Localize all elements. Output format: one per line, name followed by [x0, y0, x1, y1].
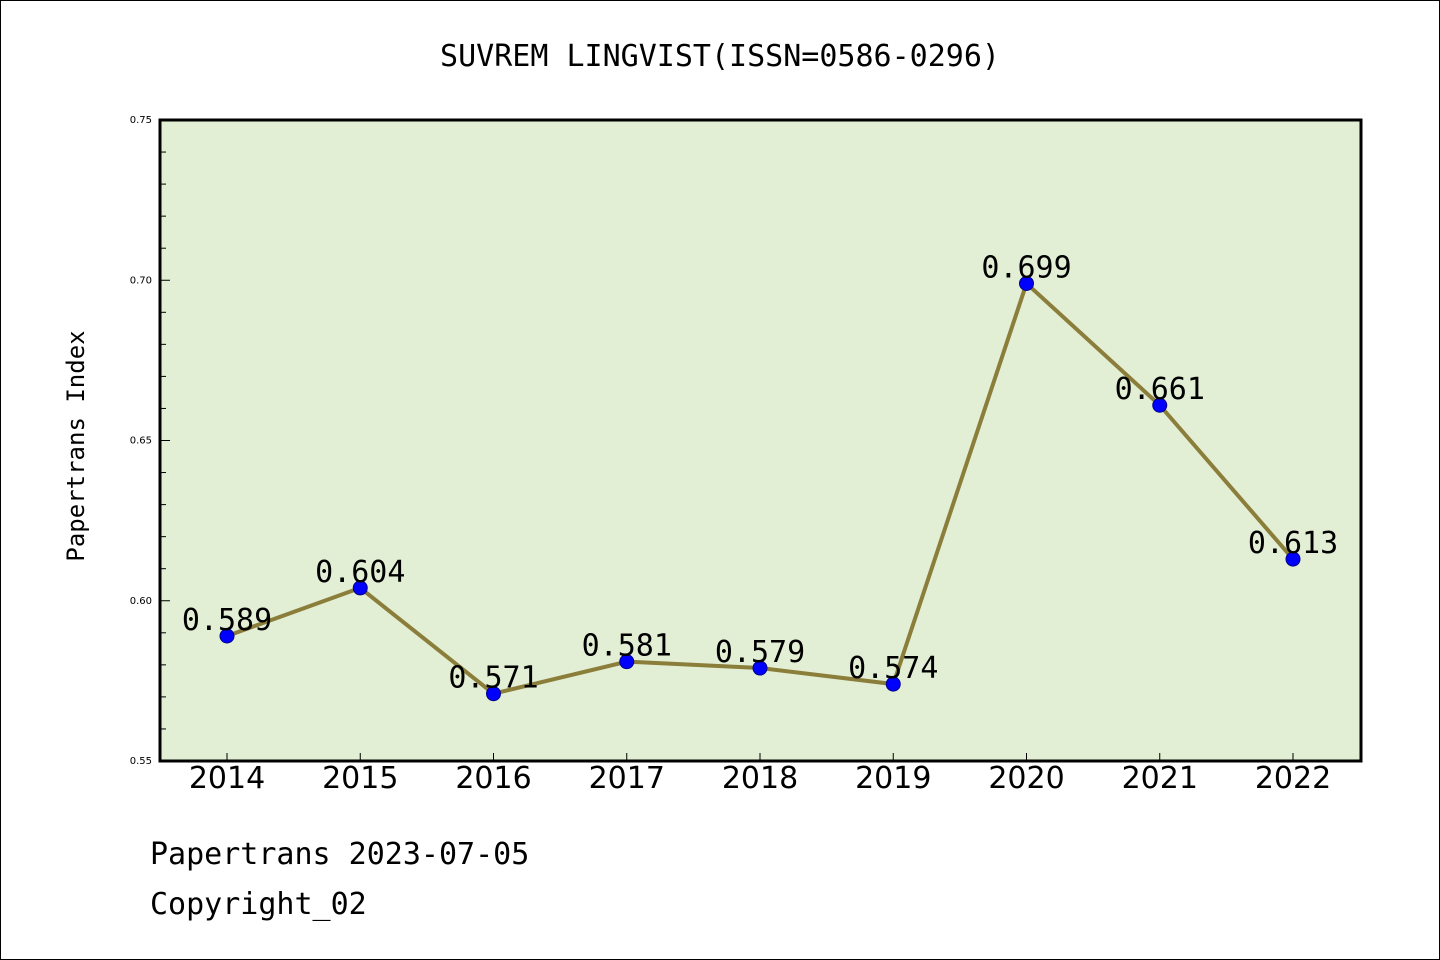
x-tick-label: 2014	[189, 761, 265, 796]
y-axis-ticks: 0.55 0.60 0.65 0.70 0.75	[130, 115, 170, 767]
y-tick-label: 0.60	[130, 596, 152, 607]
data-label-2019: 0.574	[848, 651, 938, 686]
data-label-2016: 0.571	[448, 661, 538, 696]
x-tick-label: 2016	[455, 761, 531, 796]
data-label-2018: 0.579	[715, 635, 805, 670]
series-markers	[219, 275, 1301, 702]
y-axis-label: Papertrans Index	[62, 330, 90, 561]
chart-title: SUVREM LINGVIST(ISSN=0586-0296)	[440, 39, 1000, 74]
data-point-2019	[885, 676, 901, 692]
data-point-2018	[752, 660, 768, 676]
y-tick-label: 0.65	[130, 436, 152, 447]
x-tick-label: 2017	[589, 761, 665, 796]
data-label-2020: 0.699	[981, 250, 1071, 285]
data-label-2021: 0.661	[1115, 372, 1205, 407]
data-point-2014	[219, 628, 235, 644]
data-point-2017	[619, 654, 635, 670]
data-point-2020	[1019, 275, 1034, 291]
y-tick-label: 0.70	[130, 275, 152, 286]
x-tick-label: 2019	[855, 761, 931, 796]
y-tick-label: 0.55	[130, 756, 152, 767]
x-tick-label: 2020	[988, 761, 1064, 796]
data-label-2015: 0.604	[315, 555, 405, 590]
x-tick-label: 2021	[1122, 761, 1198, 796]
footer-source: Papertrans 2023-07-05	[150, 837, 529, 872]
x-tick-label: 2018	[722, 761, 798, 796]
data-label-2022: 0.613	[1248, 526, 1338, 561]
data-label-2014: 0.589	[182, 603, 272, 638]
footer-copyright: Copyright_02	[150, 887, 367, 922]
data-point-2016	[486, 686, 501, 702]
x-tick-label: 2022	[1255, 761, 1331, 796]
x-axis-ticks: 2014 2015 2016 2017 2018 2019 2020 2021 2022	[189, 753, 1331, 796]
x-tick-label: 2015	[322, 761, 398, 796]
data-label-2017: 0.581	[582, 629, 672, 664]
y-tick-label: 0.75	[130, 115, 152, 126]
data-labels: 0.589 0.604 0.571 0.581 0.579 0.574 0.699 0.661…	[182, 250, 1338, 695]
data-point-2022	[1285, 551, 1301, 567]
data-point-2021	[1152, 397, 1168, 413]
plot-area	[158, 118, 1363, 763]
data-point-2015	[352, 580, 368, 596]
